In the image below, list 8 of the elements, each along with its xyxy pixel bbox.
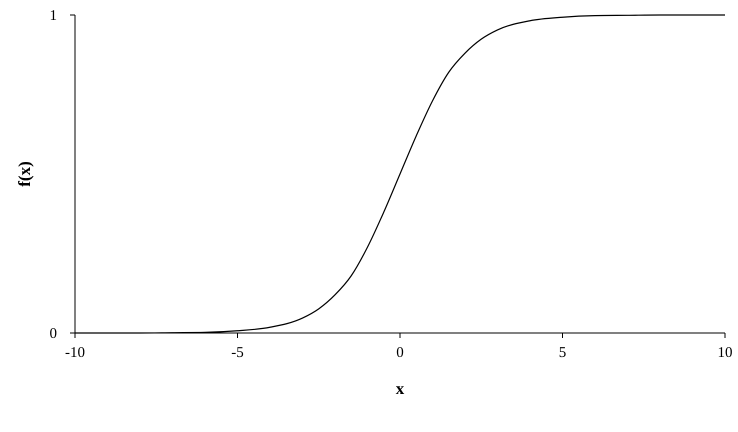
x-axis-title: x	[396, 379, 405, 398]
y-axis-title: f(x)	[15, 161, 34, 187]
x-tick-label: 10	[718, 345, 732, 361]
y-tick-label: 1	[50, 8, 57, 24]
x-tick-label: 5	[558, 345, 566, 361]
x-tick-label: -10	[65, 345, 85, 361]
x-tick-label: 0	[396, 345, 404, 361]
x-tick-label: -5	[231, 345, 244, 361]
